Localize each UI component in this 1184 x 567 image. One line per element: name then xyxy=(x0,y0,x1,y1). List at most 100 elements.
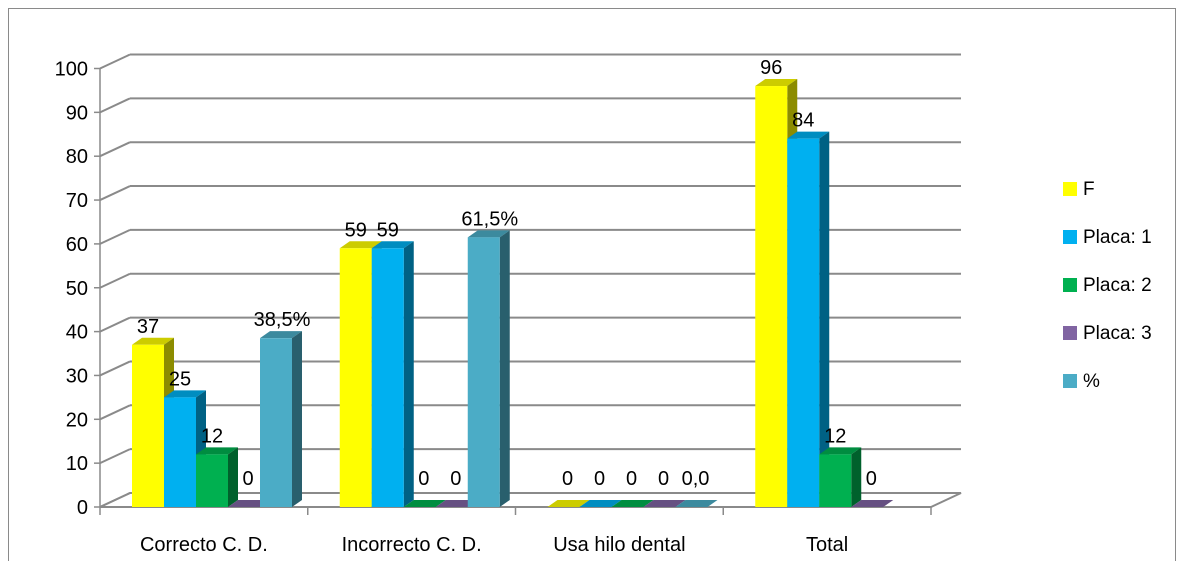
gridline-side xyxy=(99,53,131,70)
y-tick-label: 30 xyxy=(66,365,88,387)
data-label: 84 xyxy=(792,110,814,132)
bar-top xyxy=(611,500,654,507)
bar-front xyxy=(196,454,228,507)
bar-front xyxy=(371,248,404,507)
bar-side xyxy=(292,331,302,507)
y-tick-label: 0 xyxy=(77,497,88,519)
bar xyxy=(675,500,718,507)
gridline-side xyxy=(99,141,131,158)
y-tick-label: 10 xyxy=(66,453,88,475)
bar-top xyxy=(675,500,718,507)
x-category-label: Incorrecto C. D. xyxy=(342,534,482,556)
bar-top xyxy=(435,500,478,507)
bar-front xyxy=(260,338,292,507)
data-label: 0 xyxy=(450,468,461,490)
data-label: 0 xyxy=(658,468,669,490)
gridline-side xyxy=(99,316,131,333)
bar xyxy=(643,500,686,507)
data-label: 61,5% xyxy=(461,208,518,230)
bar-side xyxy=(851,447,862,507)
bar-front xyxy=(132,344,164,507)
chart-frame: 0 10 20 30 40 50 60 70 80 90 100 Correcto C. D. Inc… xyxy=(8,8,1176,561)
gridline-side xyxy=(99,185,131,201)
legend-label: % xyxy=(1083,371,1100,392)
y-tick-label: 90 xyxy=(66,102,88,124)
bar-top xyxy=(196,447,238,455)
bar-chart: 0 10 20 30 40 50 60 70 80 90 100 Correcto C. D. Inc… xyxy=(55,53,1152,556)
y-tick-label: 70 xyxy=(66,190,88,212)
data-label: 12 xyxy=(824,425,846,447)
x-category-label: Usa hilo dental xyxy=(553,534,685,556)
legend: F Placa: 1 Placa: 2 Placa: 3% xyxy=(1063,179,1152,392)
data-label: 25 xyxy=(169,368,191,390)
legend-swatch xyxy=(1063,326,1077,340)
bar-top xyxy=(228,500,270,507)
x-category-label: Correcto C. D. xyxy=(140,534,268,556)
data-label: 0 xyxy=(626,468,637,490)
legend-label: F xyxy=(1083,179,1095,200)
bar-top xyxy=(467,230,510,238)
gridline-side xyxy=(99,228,131,245)
gridline-side xyxy=(99,272,131,289)
bar-front xyxy=(467,237,500,507)
gridline-side xyxy=(99,97,131,114)
y-axis: 0 10 20 30 40 50 60 70 80 90 100 xyxy=(55,59,101,519)
bar xyxy=(260,331,302,507)
bar xyxy=(787,131,830,507)
bar-top xyxy=(819,447,862,455)
bar-front xyxy=(755,86,788,507)
bar xyxy=(228,500,270,507)
bar-side xyxy=(819,131,830,507)
data-label: 0 xyxy=(866,468,877,490)
y-tick-label: 60 xyxy=(66,234,88,256)
legend-label: Placa: 1 xyxy=(1083,227,1152,248)
gridline-side xyxy=(99,448,131,465)
data-label: 0 xyxy=(418,468,429,490)
bar xyxy=(403,500,446,507)
y-tick-label: 20 xyxy=(66,409,88,431)
x-category-label: Total xyxy=(806,534,848,556)
bar-top xyxy=(164,390,206,398)
bar-side xyxy=(403,241,414,507)
bar-front xyxy=(787,138,820,507)
bar xyxy=(547,500,590,507)
bar-front xyxy=(164,397,196,507)
bar-top xyxy=(371,241,414,249)
bars xyxy=(132,79,894,507)
legend-label: Placa: 3 xyxy=(1083,323,1152,344)
bar-top xyxy=(547,500,590,507)
bar xyxy=(435,500,478,507)
legend-label: Placa: 2 xyxy=(1083,275,1152,296)
bar-top xyxy=(851,500,894,507)
y-tick-label: 50 xyxy=(66,278,88,300)
bar-top xyxy=(132,337,174,345)
data-label: 59 xyxy=(377,219,399,241)
bar-top xyxy=(403,500,446,507)
legend-swatch xyxy=(1063,374,1077,388)
bar-front xyxy=(339,248,372,507)
y-tick-label: 40 xyxy=(66,322,88,344)
y-tick-label: 80 xyxy=(66,146,88,168)
data-label: 0 xyxy=(242,468,253,490)
bar-top xyxy=(579,500,622,507)
data-label: 0 xyxy=(594,468,605,490)
bar xyxy=(371,241,414,507)
legend-swatch xyxy=(1063,182,1077,196)
data-label: 38,5% xyxy=(254,309,311,331)
bar xyxy=(851,500,894,507)
data-label: 96 xyxy=(760,57,782,79)
bar-side xyxy=(499,230,510,507)
bar xyxy=(611,500,654,507)
bar xyxy=(819,447,862,507)
legend-swatch xyxy=(1063,278,1077,292)
gridline-side xyxy=(99,404,131,421)
gridlines xyxy=(99,53,961,465)
y-tick-label: 100 xyxy=(55,59,88,81)
x-axis: Correcto C. D. Incorrecto C. D. Usa hilo d… xyxy=(99,506,932,556)
bar-top xyxy=(787,131,830,139)
bar xyxy=(579,500,622,507)
data-label: 12 xyxy=(201,425,223,447)
bar xyxy=(467,230,510,507)
data-label: 59 xyxy=(345,219,367,241)
